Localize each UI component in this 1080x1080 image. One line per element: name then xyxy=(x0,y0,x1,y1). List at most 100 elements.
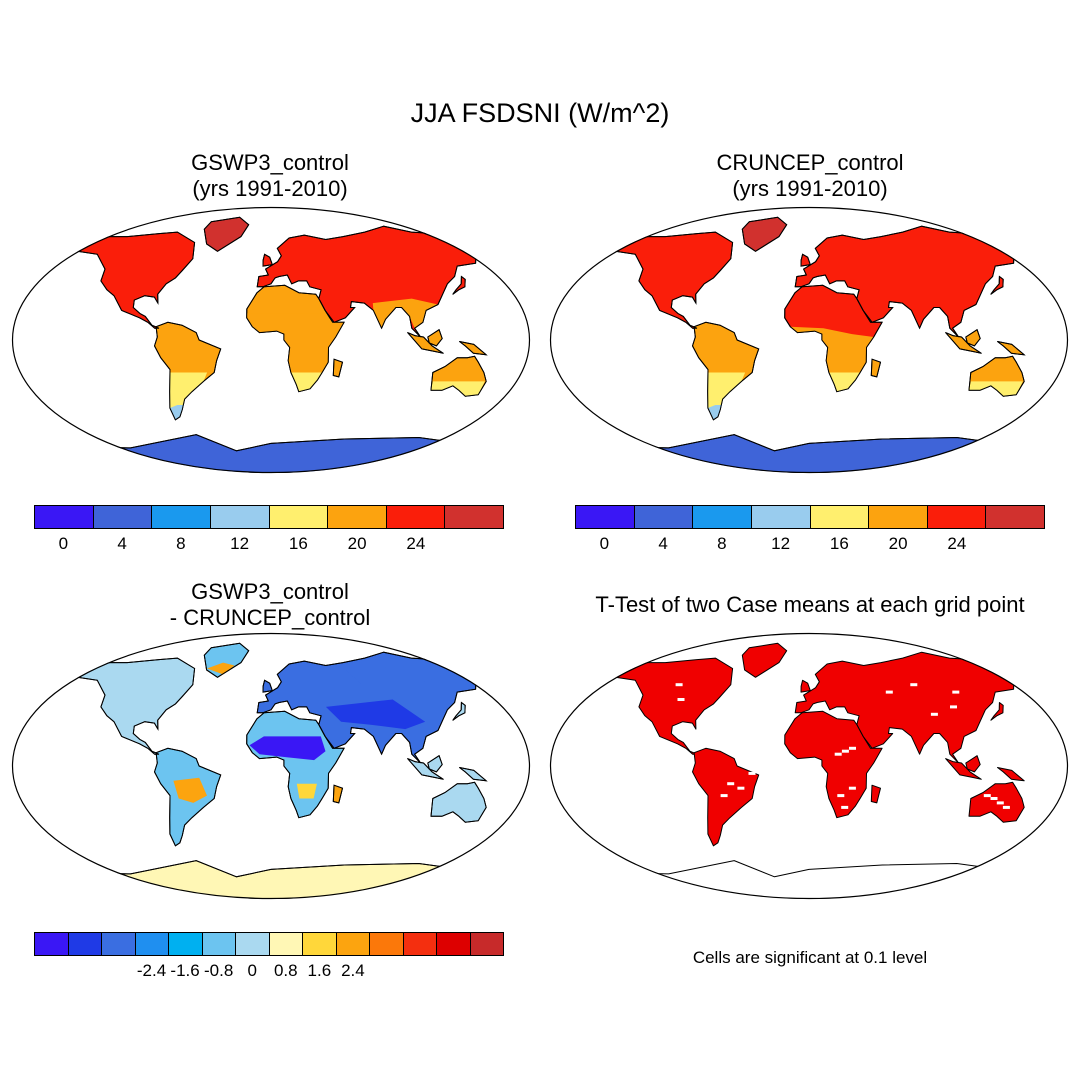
figure-title: JJA FSDSNI (W/m^2) xyxy=(410,98,670,128)
map-outline xyxy=(549,632,1069,900)
colorbar-swatch xyxy=(135,933,169,955)
shade-south-africa xyxy=(828,372,861,392)
coastline-antarctica xyxy=(58,860,484,899)
panel-title-gswp3: GSWP3_control (yrs 1991-2010) xyxy=(20,150,520,202)
coastline-australia xyxy=(430,781,487,823)
colorbar-swatch xyxy=(810,506,870,528)
landmass-borneo xyxy=(965,755,981,773)
shade-central-asia xyxy=(325,699,426,730)
colorbar-tick-label: 8 xyxy=(176,534,186,553)
nonsignificant-cell xyxy=(848,786,856,790)
colorbar-tick-label: 12 xyxy=(771,534,791,553)
shade-south-australia xyxy=(969,381,1023,397)
colorbar-swatch xyxy=(68,933,102,955)
colorbar-swatch xyxy=(986,506,1044,528)
colorbar-gswp3: 0 4 8 12 16 20 24 xyxy=(34,505,504,558)
panel-title-ttest-line1: T-Test of two Case means at each grid po… xyxy=(595,592,1025,617)
colorbar-tick-label: 24 xyxy=(406,534,426,553)
map-outline xyxy=(11,632,531,900)
shade-south-africa xyxy=(290,372,323,392)
colorbar-swatch xyxy=(236,933,270,955)
colorbar-swatch xyxy=(437,933,471,955)
coastline-africa xyxy=(246,710,345,819)
panel-title-cruncep-line2: (yrs 1991-2010) xyxy=(732,176,888,201)
shade-south-australia xyxy=(431,381,485,397)
nonsignificant-cell xyxy=(990,797,998,800)
colorbar-tick-label: 16 xyxy=(829,534,849,553)
colorbar-tick-label: -0.8 xyxy=(203,961,234,980)
landmass-indonesia xyxy=(945,758,982,780)
nonsignificant-cell xyxy=(952,690,960,694)
coastline-madagascar xyxy=(332,784,344,804)
colorbar-tick-label: -2.4 xyxy=(136,961,167,980)
coastline-samerica xyxy=(691,321,760,421)
colorbar-diff-swatches xyxy=(34,932,504,956)
colorbar-tick-label: 16 xyxy=(288,534,308,553)
coastline-samerica xyxy=(153,321,222,421)
coastline-indonesia xyxy=(407,758,444,780)
nonsignificant-cell xyxy=(675,683,683,687)
map-gswp3 xyxy=(11,206,531,474)
shade-central-africa xyxy=(246,313,345,373)
colorbar-swatch xyxy=(751,506,811,528)
colorbar-tick-label: 12 xyxy=(230,534,250,553)
coastline-greenland xyxy=(203,216,250,252)
shade-greenland xyxy=(207,662,235,675)
nonsignificant-cell xyxy=(720,794,728,798)
colorbar-swatch xyxy=(576,506,635,528)
colorbar-diff: -2.4 -1.6 -0.8 0 0.8 1.6 2.4 xyxy=(34,932,504,985)
colorbar-swatch xyxy=(269,933,303,955)
colorbar-swatch xyxy=(210,506,270,528)
nonsignificant-cell xyxy=(841,805,849,809)
shade-central-africa xyxy=(790,326,874,373)
colorbar-swatch xyxy=(634,506,694,528)
map-outline xyxy=(11,206,531,474)
nonsignificant-cell xyxy=(727,782,735,786)
map-cruncep xyxy=(549,206,1069,474)
coastline-antarctica xyxy=(58,434,484,473)
panel-title-cruncep: CRUNCEP_control (yrs 1991-2010) xyxy=(560,150,1060,202)
nonsignificant-cell xyxy=(950,705,957,709)
colorbar-tick-label: 0 xyxy=(58,534,69,553)
shade-brazil xyxy=(173,777,207,803)
colorbar-swatch xyxy=(202,933,236,955)
coastline-newguinea xyxy=(997,341,1026,356)
colorbar-swatch xyxy=(35,933,69,955)
panel-title-gswp3-line1: GSWP3_control xyxy=(191,150,349,175)
colorbar-swatch xyxy=(403,933,437,955)
coastline-greenland xyxy=(741,216,788,252)
colorbar-swatch xyxy=(693,506,752,528)
map-ttest xyxy=(549,632,1069,900)
colorbar-tick-label: 20 xyxy=(347,534,367,553)
shade-patagonia xyxy=(169,405,185,420)
coastline-britain xyxy=(800,253,811,267)
landmass-australia xyxy=(968,781,1025,823)
nonsignificant-cell xyxy=(748,771,756,775)
landmass-madagascar xyxy=(870,784,881,804)
colorbar-swatch xyxy=(370,933,404,955)
colorbar-tick-label: 4 xyxy=(117,534,127,553)
nonsignificant-cell xyxy=(837,794,845,798)
nonsignificant-cell xyxy=(930,712,938,716)
colorbar-tick-label: 0 xyxy=(599,534,610,553)
coastline-indonesia xyxy=(945,332,982,354)
panel-title-cruncep-line1: CRUNCEP_control xyxy=(716,150,904,175)
coastline-australia xyxy=(968,355,1025,397)
coastline-britain xyxy=(262,679,273,693)
nonsignificant-cell xyxy=(677,698,685,701)
colorbar-tick-label: 0.8 xyxy=(273,961,298,980)
nonsignificant-cell xyxy=(983,794,991,798)
coastline-newguinea xyxy=(459,767,488,782)
panel-title-ttest: T-Test of two Case means at each grid po… xyxy=(545,592,1075,618)
significance-note: Cells are significant at 0.1 level xyxy=(692,948,928,967)
coastline-borneo xyxy=(965,328,981,347)
landmass-japan xyxy=(990,702,1004,721)
colorbar-swatch xyxy=(152,506,211,528)
colorbar-tick-label: -1.6 xyxy=(170,961,200,980)
coastline-japan xyxy=(452,275,466,295)
nonsignificant-cell xyxy=(885,690,893,694)
nonsignificant-cell xyxy=(737,786,745,790)
coastline-newguinea xyxy=(459,341,488,356)
coastline-greenland xyxy=(203,642,250,678)
shade-south-asia xyxy=(372,298,438,329)
